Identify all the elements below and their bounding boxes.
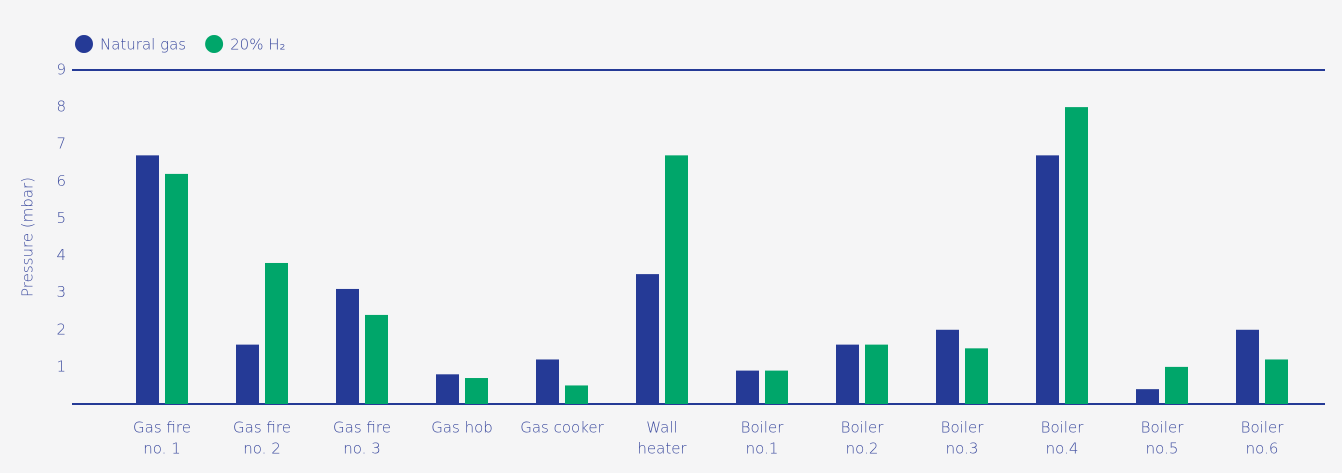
y-tick-label: 2	[56, 320, 66, 338]
x-tick-label: Wall	[646, 419, 677, 437]
bar	[536, 359, 559, 404]
x-tick-label: Boiler	[741, 419, 785, 437]
x-tick-label: no. 1	[143, 440, 181, 458]
y-tick-label: 1	[56, 357, 66, 375]
bar	[936, 329, 959, 404]
x-tick-label: Gas cooker	[520, 419, 604, 437]
bar	[1036, 155, 1059, 404]
bar	[265, 262, 288, 404]
y-tick-label: 4	[56, 246, 66, 264]
x-tick-label: no.4	[1046, 440, 1079, 458]
x-tick-label: Gas hob	[431, 419, 493, 437]
y-tick-label: 6	[56, 172, 66, 190]
bar	[836, 344, 859, 404]
bar	[765, 370, 788, 404]
bar	[336, 288, 359, 404]
y-tick-label: 3	[56, 283, 66, 301]
x-tick-label: Boiler	[1141, 419, 1185, 437]
x-tick-label: no. 3	[343, 440, 381, 458]
bar	[236, 344, 259, 404]
y-tick-label: 5	[56, 209, 66, 227]
legend-label: 20% H₂	[230, 36, 285, 54]
y-tick-label: 8	[56, 98, 66, 116]
x-tick-label: Boiler	[1041, 419, 1085, 437]
bar	[1136, 389, 1159, 404]
x-tick-label: Gas fire	[133, 419, 191, 437]
y-axis-label: Pressure (mbar)	[19, 177, 37, 297]
x-tick-label: Boiler	[841, 419, 885, 437]
bar	[1165, 366, 1188, 404]
bar	[1236, 329, 1259, 404]
bar	[1065, 107, 1088, 404]
bar	[565, 385, 588, 404]
bar	[436, 374, 459, 404]
x-tick-label: Gas fire	[233, 419, 291, 437]
bar	[665, 155, 688, 404]
bar	[1265, 359, 1288, 404]
x-tick-label: Boiler	[1241, 419, 1285, 437]
bar	[965, 348, 988, 404]
bar	[636, 274, 659, 404]
bar	[736, 370, 759, 404]
x-tick-label: heater	[637, 440, 687, 458]
bar	[165, 173, 188, 404]
x-tick-label: no.3	[946, 440, 979, 458]
x-tick-label: no.1	[746, 440, 779, 458]
legend-label: Natural gas	[100, 36, 186, 54]
bar	[465, 378, 488, 404]
y-tick-label: 9	[56, 61, 66, 79]
y-tick-label: 7	[56, 135, 66, 153]
bar	[865, 344, 888, 404]
bar	[365, 314, 388, 404]
x-tick-label: no.5	[1146, 440, 1179, 458]
x-tick-label: no.6	[1246, 440, 1279, 458]
x-tick-label: Boiler	[941, 419, 985, 437]
bar	[136, 155, 159, 404]
legend-marker	[205, 35, 224, 53]
legend-marker	[75, 35, 93, 53]
x-tick-label: Gas fire	[333, 419, 391, 437]
x-tick-label: no.2	[846, 440, 879, 458]
x-tick-label: no. 2	[243, 440, 281, 458]
